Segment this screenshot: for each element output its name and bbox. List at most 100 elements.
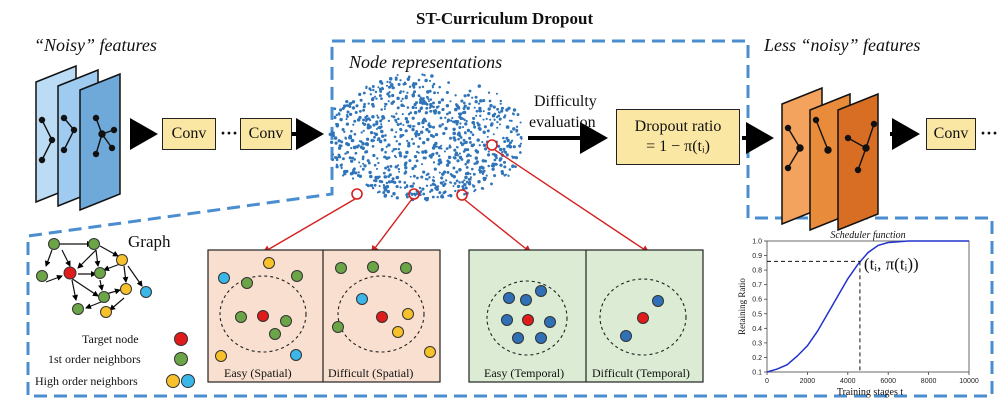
node-point bbox=[421, 85, 425, 89]
node-point bbox=[420, 106, 423, 109]
node-point bbox=[411, 105, 415, 110]
node-point bbox=[376, 191, 379, 194]
node-point bbox=[487, 164, 490, 168]
y-tick-label: 0.2 bbox=[752, 355, 762, 362]
node-point bbox=[429, 109, 433, 113]
node-point bbox=[516, 133, 519, 137]
node-point bbox=[438, 171, 441, 174]
node-point bbox=[463, 94, 467, 98]
node-point bbox=[380, 108, 383, 111]
node-point bbox=[408, 85, 412, 89]
node-point bbox=[468, 180, 471, 184]
node-point bbox=[406, 77, 411, 81]
node-point bbox=[491, 123, 494, 126]
node-point bbox=[496, 120, 499, 124]
node-point bbox=[477, 102, 481, 105]
node-point bbox=[396, 96, 400, 101]
node-point bbox=[458, 167, 462, 172]
node-point bbox=[447, 155, 452, 160]
node-point bbox=[350, 159, 354, 163]
node-point bbox=[399, 186, 402, 189]
node-point bbox=[395, 175, 400, 180]
node-point bbox=[365, 87, 368, 90]
node-point bbox=[430, 74, 434, 78]
node-point bbox=[507, 174, 510, 177]
node-point bbox=[435, 145, 438, 148]
node-point bbox=[337, 112, 341, 115]
node-point bbox=[476, 138, 480, 142]
node-point bbox=[482, 130, 486, 134]
node-point bbox=[340, 166, 343, 170]
node-point bbox=[357, 144, 360, 147]
node-point bbox=[483, 125, 487, 129]
node-point bbox=[458, 112, 463, 116]
node-point bbox=[396, 73, 399, 77]
node-point bbox=[362, 129, 365, 132]
node-point bbox=[468, 102, 471, 106]
node-point bbox=[414, 82, 418, 86]
node-point bbox=[514, 165, 517, 168]
node-point bbox=[456, 184, 461, 189]
node-point bbox=[353, 158, 356, 161]
panel-nodes bbox=[215, 257, 664, 362]
node-point bbox=[395, 185, 399, 189]
node-point bbox=[346, 113, 349, 116]
node-point bbox=[374, 95, 377, 98]
node-point bbox=[456, 146, 459, 149]
node-point bbox=[458, 134, 462, 138]
node-point bbox=[400, 100, 403, 103]
node-point bbox=[497, 144, 501, 148]
node-point bbox=[493, 112, 497, 116]
node-point bbox=[461, 111, 465, 115]
node-point bbox=[358, 92, 362, 97]
node-point bbox=[335, 165, 339, 169]
panel-label-easy-temporal: Easy (Temporal) bbox=[484, 366, 565, 380]
node-point bbox=[452, 131, 456, 136]
node-point bbox=[414, 132, 418, 136]
node-point bbox=[435, 185, 438, 188]
node-point bbox=[437, 154, 441, 158]
node-point bbox=[387, 180, 392, 184]
node-point bbox=[350, 147, 353, 150]
node-point bbox=[415, 159, 419, 163]
node-point bbox=[351, 177, 355, 180]
node-point bbox=[473, 125, 477, 129]
node-point bbox=[493, 174, 497, 178]
difficulty-line-1: Difficulty bbox=[534, 93, 597, 110]
dropout-line-2: = 1 − π(tᵢ) bbox=[646, 138, 710, 155]
node-point bbox=[385, 145, 388, 148]
node-point bbox=[404, 129, 408, 133]
node-point bbox=[469, 130, 473, 134]
node-point bbox=[503, 140, 507, 144]
node-point bbox=[459, 122, 462, 125]
y-tick-label: 1.0 bbox=[752, 239, 762, 246]
node-point bbox=[452, 185, 455, 188]
node-point bbox=[364, 115, 367, 119]
node-point bbox=[375, 127, 379, 130]
node-point bbox=[412, 174, 416, 178]
node-point bbox=[432, 176, 435, 179]
node-point bbox=[466, 128, 471, 133]
node-point bbox=[441, 107, 445, 112]
node-point bbox=[462, 101, 466, 105]
node-point bbox=[487, 150, 490, 153]
node-point bbox=[478, 127, 482, 131]
node-point bbox=[361, 155, 365, 159]
node-point bbox=[345, 122, 350, 126]
node-point bbox=[445, 90, 449, 95]
node-point bbox=[463, 104, 467, 108]
node-representations-label: Node representations bbox=[349, 52, 503, 72]
figure-title: ST-Curriculum Dropout bbox=[416, 9, 594, 28]
node-point bbox=[345, 99, 349, 104]
node-point bbox=[387, 143, 391, 147]
node-point bbox=[512, 145, 516, 149]
node-point bbox=[405, 150, 409, 155]
node-point bbox=[405, 195, 409, 199]
node-point bbox=[450, 119, 453, 122]
node-point bbox=[425, 173, 428, 177]
node-point bbox=[386, 92, 390, 96]
node-point bbox=[472, 116, 476, 120]
node-point bbox=[429, 102, 433, 107]
node-point bbox=[426, 137, 430, 142]
